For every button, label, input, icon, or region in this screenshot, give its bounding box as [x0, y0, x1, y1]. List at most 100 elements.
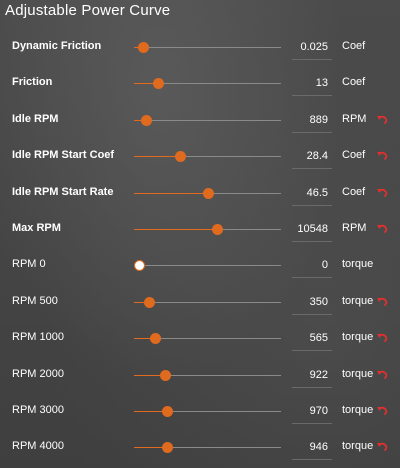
setting-slider[interactable] [134, 296, 281, 308]
slider-fill [134, 192, 208, 194]
setting-row-rpm-4000: RPM 4000 946 torque [0, 429, 400, 465]
value-input[interactable]: 350 [292, 288, 332, 315]
panel-title: Adjustable Power Curve [5, 2, 171, 19]
value-text: 0.025 [300, 41, 328, 53]
value-input[interactable]: 13 [292, 69, 332, 97]
setting-label: Idle RPM Start Coef [12, 149, 115, 162]
value-text: 28.4 [306, 150, 328, 163]
slider-thumb[interactable] [162, 405, 173, 417]
undo-arrow-icon[interactable] [376, 369, 388, 379]
setting-row-idle-rpm-start-rate: Idle RPM Start Rate 46.5 Coef [0, 175, 400, 211]
undo-arrow-icon[interactable] [376, 223, 388, 233]
setting-slider[interactable] [134, 187, 281, 199]
value-input[interactable]: 565 [292, 324, 332, 352]
undo-arrow-icon[interactable] [376, 150, 388, 161]
slider-thumb[interactable] [160, 369, 171, 381]
slider-fill [134, 374, 165, 376]
undo-arrow-icon[interactable] [376, 405, 388, 415]
unit-label: torque [342, 331, 374, 344]
setting-row-rpm-2000: RPM 2000 922 torque [0, 357, 400, 393]
slider-thumb[interactable] [141, 114, 152, 126]
slider-thumb[interactable] [134, 260, 145, 272]
setting-label: Idle RPM [12, 112, 59, 125]
slider-thumb[interactable] [175, 151, 186, 163]
setting-row-dynamic-friction: Dynamic Friction 0.025 Coef [0, 29, 400, 65]
setting-slider[interactable] [134, 78, 281, 90]
setting-label: RPM 2000 [12, 367, 64, 380]
unit-label: torque [342, 258, 374, 271]
slider-fill [134, 119, 146, 121]
slider-fill [134, 156, 180, 158]
slider-fill [134, 447, 167, 449]
setting-row-idle-rpm: Idle RPM 889 RPM [0, 102, 400, 138]
unit-label: Coef [342, 76, 366, 89]
setting-slider[interactable] [134, 151, 281, 163]
value-input[interactable]: 46.5 [292, 179, 332, 206]
unit-label: Coef [342, 149, 366, 162]
setting-row-rpm-500: RPM 500 350 torque [0, 284, 400, 320]
value-input[interactable]: 0.025 [292, 33, 332, 60]
value-input[interactable]: 946 [292, 433, 332, 461]
value-input[interactable]: 922 [292, 361, 332, 388]
value-text: 0 [321, 259, 328, 272]
value-input[interactable]: 970 [292, 397, 332, 424]
slider-fill [134, 301, 149, 303]
setting-label: Max RPM [12, 221, 61, 234]
setting-label: Idle RPM Start Rate [12, 185, 114, 198]
setting-slider[interactable] [134, 333, 281, 345]
setting-label: RPM 4000 [12, 440, 64, 453]
undo-arrow-icon[interactable] [376, 441, 388, 452]
undo-arrow-icon[interactable] [376, 332, 388, 343]
value-text: 946 [309, 441, 328, 454]
slider-thumb[interactable] [212, 223, 223, 235]
value-text: 565 [309, 332, 328, 345]
value-input[interactable]: 0 [292, 251, 332, 279]
slider-thumb[interactable] [153, 78, 164, 90]
value-text: 889 [309, 113, 328, 126]
value-input[interactable]: 889 [292, 106, 332, 133]
setting-label: Friction [12, 76, 53, 89]
setting-slider[interactable] [134, 369, 281, 381]
setting-row-rpm-3000: RPM 3000 970 torque [0, 393, 400, 429]
setting-label: Dynamic Friction [12, 40, 102, 52]
unit-label: torque [342, 440, 374, 453]
setting-label: RPM 3000 [12, 403, 64, 416]
setting-row-friction: Friction 13 Coef [0, 65, 400, 101]
slider-thumb[interactable] [150, 333, 161, 345]
setting-label: RPM 1000 [12, 331, 64, 344]
undo-arrow-icon[interactable] [376, 296, 388, 306]
value-text: 970 [309, 404, 328, 417]
value-text: 922 [309, 368, 328, 381]
setting-row-rpm-0: RPM 0 0 torque [0, 247, 400, 283]
setting-slider[interactable] [134, 223, 281, 235]
slider-fill [134, 83, 158, 85]
slider-thumb[interactable] [203, 187, 214, 199]
value-input[interactable]: 28.4 [292, 142, 332, 170]
value-text: 350 [309, 295, 328, 308]
value-text: 46.5 [306, 186, 328, 199]
undo-arrow-icon[interactable] [376, 114, 388, 124]
setting-slider[interactable] [134, 442, 281, 454]
undo-arrow-icon[interactable] [376, 187, 388, 197]
setting-label: RPM 0 [12, 258, 46, 271]
settings-list: Dynamic Friction 0.025 Coef Friction 13 Coef I… [0, 29, 400, 466]
slider-thumb[interactable] [162, 442, 173, 454]
setting-slider[interactable] [134, 405, 281, 417]
unit-label: torque [342, 403, 374, 416]
setting-row-idle-rpm-start-coef: Idle RPM Start Coef 28.4 Coef [0, 138, 400, 174]
value-input[interactable]: 10548 [292, 215, 332, 242]
setting-row-max-rpm: Max RPM 10548 RPM [0, 211, 400, 247]
setting-slider[interactable] [134, 114, 281, 126]
unit-label: Coef [342, 40, 366, 52]
unit-label: RPM [342, 221, 367, 234]
setting-row-rpm-1000: RPM 1000 565 torque [0, 320, 400, 356]
setting-slider[interactable] [134, 260, 281, 272]
unit-label: torque [342, 294, 374, 307]
setting-slider[interactable] [134, 42, 281, 53]
unit-label: RPM [342, 112, 367, 125]
slider-thumb[interactable] [138, 42, 149, 53]
slider-thumb[interactable] [144, 296, 155, 308]
setting-label: RPM 500 [12, 294, 58, 307]
